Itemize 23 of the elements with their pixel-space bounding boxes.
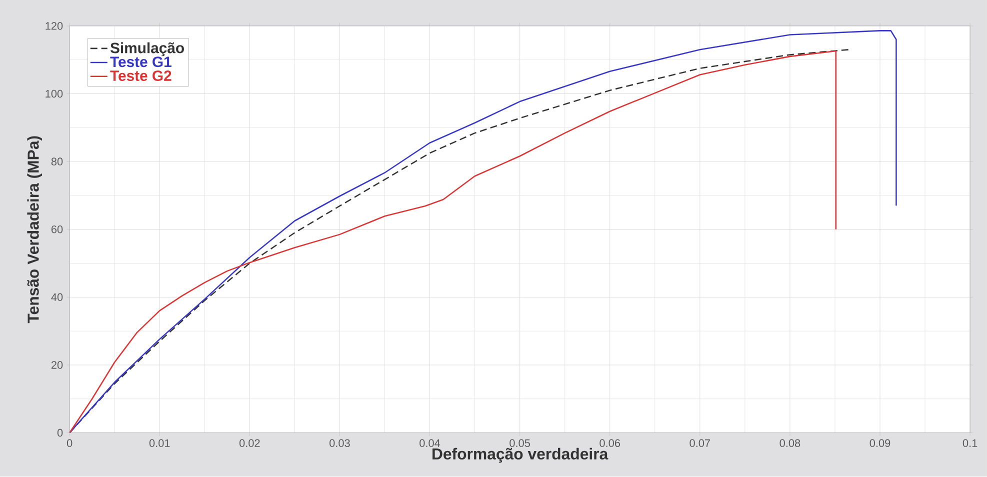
x-tick-label: 0.07 [690,439,710,448]
x-tick-label: 0 [66,439,72,448]
y-tick-label: 100 [46,90,63,98]
x-tick-label: 0.04 [420,439,440,448]
legend-label: Teste G1 [110,56,172,68]
x-tick-label: 0.08 [780,439,800,448]
y-tick-label: 60 [51,226,63,234]
x-tick-label: 0.01 [149,439,170,448]
x-tick-label: 0.02 [239,439,260,448]
y-tick-label: 0 [57,429,63,437]
legend-label: Teste G2 [110,70,172,82]
y-tick-label: 40 [51,293,63,302]
y-tick-label: 120 [46,22,63,30]
x-tick-label: 0.03 [330,439,350,448]
x-tick-label: 0.09 [870,439,890,448]
y-axis-title: Tensão Verdadeira (MPa) [27,136,42,324]
y-tick-label: 80 [51,158,63,166]
x-tick-label: 0.05 [510,439,530,448]
y-tick-label: 20 [51,361,63,370]
x-tick-label: 0.1 [962,439,978,448]
x-tick-label: 0.06 [600,439,620,448]
legend-label: Simulação [110,42,184,56]
x-axis-title: Deformação verdadeira [432,448,608,463]
